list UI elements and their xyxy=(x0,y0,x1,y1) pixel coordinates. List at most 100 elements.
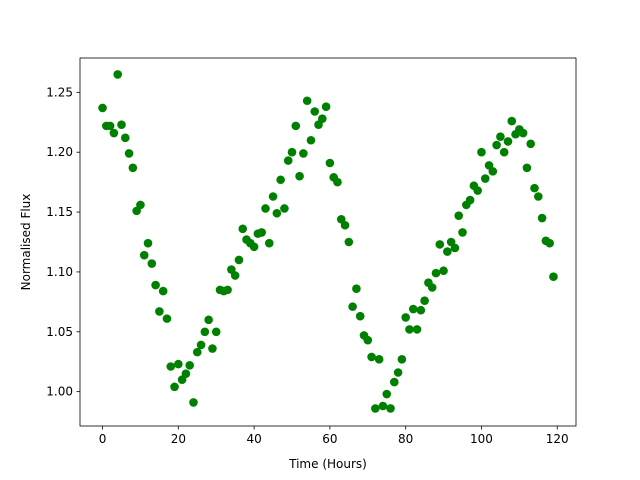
point xyxy=(287,147,297,157)
x-tick-label: 100 xyxy=(470,432,493,446)
y-tick-label: 1.20 xyxy=(46,145,73,159)
point xyxy=(299,149,308,158)
y-tick-label: 1.00 xyxy=(46,385,73,399)
point xyxy=(249,242,259,252)
point xyxy=(549,272,558,282)
point xyxy=(302,96,312,106)
point xyxy=(480,174,490,183)
point xyxy=(192,347,202,357)
point xyxy=(257,228,266,237)
point xyxy=(344,237,354,247)
point xyxy=(496,132,505,141)
point xyxy=(162,314,172,323)
point xyxy=(170,382,179,392)
y-tick-label: 1.25 xyxy=(46,85,73,99)
point xyxy=(499,147,509,157)
point xyxy=(503,137,513,146)
point xyxy=(120,133,130,143)
point xyxy=(264,238,274,248)
point xyxy=(412,325,422,334)
point xyxy=(325,158,335,168)
point xyxy=(454,211,464,220)
point xyxy=(363,335,373,345)
y-axis-label: Normalised Flux xyxy=(19,194,33,291)
point xyxy=(166,362,176,371)
point xyxy=(204,315,213,325)
point xyxy=(408,304,418,314)
y-tick-label: 1.15 xyxy=(46,205,73,219)
x-axis-label: Time (Hours) xyxy=(288,457,367,471)
y-tick-label: 1.10 xyxy=(46,265,73,279)
point xyxy=(128,163,138,173)
point xyxy=(208,344,217,353)
point xyxy=(143,238,153,248)
point xyxy=(98,103,107,113)
point xyxy=(321,102,331,112)
point xyxy=(139,250,149,260)
point xyxy=(283,156,293,165)
point xyxy=(435,240,445,249)
x-tick-label: 20 xyxy=(171,432,186,446)
point xyxy=(238,224,248,234)
point xyxy=(420,296,429,305)
point xyxy=(306,135,316,145)
point xyxy=(136,200,145,210)
point xyxy=(113,70,123,79)
point xyxy=(158,286,168,296)
point xyxy=(530,183,539,193)
point xyxy=(518,128,528,138)
point xyxy=(355,311,365,321)
point xyxy=(276,175,285,185)
point xyxy=(545,238,554,248)
point xyxy=(310,107,320,116)
point xyxy=(416,305,426,315)
point xyxy=(272,208,282,218)
point xyxy=(378,401,388,411)
point xyxy=(189,398,198,407)
plot-frame xyxy=(79,57,577,427)
point xyxy=(211,327,221,337)
point xyxy=(280,204,289,213)
point xyxy=(261,204,270,213)
point xyxy=(386,404,395,413)
point xyxy=(537,213,547,223)
y-tick-label: 1.05 xyxy=(46,325,73,339)
point xyxy=(397,355,407,364)
point xyxy=(367,352,376,362)
point xyxy=(533,192,543,201)
point xyxy=(405,325,414,334)
point xyxy=(522,163,532,173)
point xyxy=(488,167,498,176)
point xyxy=(268,192,278,201)
point xyxy=(147,259,157,268)
point xyxy=(174,359,183,369)
x-tick-label: 0 xyxy=(99,432,107,446)
point xyxy=(352,284,361,293)
point xyxy=(295,171,304,181)
point xyxy=(431,268,441,278)
point xyxy=(458,228,467,237)
point xyxy=(117,120,126,129)
point xyxy=(382,389,392,399)
point xyxy=(185,361,194,370)
x-tick-label: 120 xyxy=(546,432,569,446)
point xyxy=(401,313,410,322)
point xyxy=(333,177,342,187)
point xyxy=(318,114,327,123)
point xyxy=(473,186,482,195)
x-tick-label: 40 xyxy=(246,432,261,446)
x-tick-label: 60 xyxy=(322,432,337,446)
point xyxy=(374,355,384,364)
point xyxy=(443,247,452,256)
point xyxy=(181,369,191,378)
point xyxy=(196,340,206,350)
point xyxy=(427,283,437,292)
point xyxy=(105,121,115,131)
point xyxy=(507,116,517,126)
point xyxy=(109,128,119,138)
point xyxy=(492,140,501,150)
point xyxy=(223,285,232,295)
point xyxy=(200,327,210,337)
